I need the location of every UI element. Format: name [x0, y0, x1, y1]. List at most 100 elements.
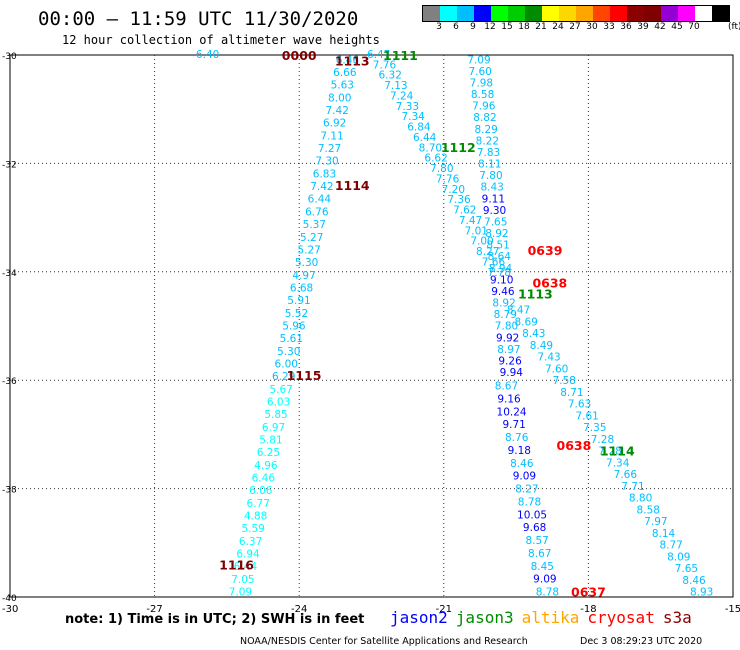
wave-height-value: 8.78 — [518, 496, 541, 508]
wave-height-value: 8.94 — [489, 263, 513, 275]
wave-height-value: 7.13 — [384, 80, 407, 92]
wave-height-value: 9.46 — [491, 286, 515, 298]
wave-height-value: 6.40 — [196, 49, 219, 61]
wave-height-value: 7.80 — [479, 170, 502, 182]
wave-height-value: 6.06 — [249, 485, 273, 497]
wave-height-value: 7.71 — [621, 481, 644, 493]
wave-height-value: 7.28 — [591, 434, 614, 446]
wave-height-value: 7.11 — [320, 130, 343, 142]
pass-time-label: 0000 — [282, 48, 317, 63]
wave-height-value: 7.66 — [614, 469, 638, 481]
wave-height-value: 8.51 — [486, 240, 509, 252]
wave-height-value: 6.83 — [313, 168, 336, 180]
legend-label: 45 — [671, 22, 683, 32]
wave-height-value: 6.92 — [323, 118, 346, 130]
legend-swatch — [423, 6, 440, 21]
wave-height-value: 7.78 — [488, 267, 511, 279]
wave-height-value: 7.76 — [436, 173, 460, 185]
wave-height-value: 5.37 — [303, 219, 326, 231]
wave-height-value: 6.46 — [252, 473, 276, 485]
wave-height-value: 5.59 — [241, 523, 264, 535]
wave-height-value: 8.27 — [476, 246, 499, 258]
page-subtitle: 12 hour collection of altimeter wave hei… — [62, 33, 380, 47]
wave-height-value: 8.46 — [510, 458, 534, 470]
legend-label: 18 — [518, 22, 530, 32]
wave-height-value: 8.82 — [473, 112, 496, 124]
wave-height-value: 9.71 — [502, 419, 525, 431]
legend-swatch — [678, 6, 695, 21]
satellite-key: jason2 jason3 altika cryosat s3a — [390, 608, 700, 627]
pass-time-label: 1116 — [219, 557, 254, 572]
wave-height-value: 5.67 — [269, 384, 292, 396]
wave-height-value: 6.68 — [290, 282, 313, 294]
wave-height-value: 7.09 — [229, 587, 252, 599]
wave-height-value: 7.27 — [318, 143, 341, 155]
wave-height-value: 6.76 — [305, 206, 329, 218]
wave-height-value: 8.43 — [480, 182, 503, 194]
y-tick-label: -36 — [2, 377, 17, 387]
wave-height-value: 5.30 — [277, 346, 300, 358]
generated-timestamp: Dec 3 08:29:23 UTC 2020 — [580, 636, 703, 647]
legend-label: 6 — [453, 22, 459, 32]
wave-height-value: 4.88 — [244, 511, 267, 523]
wave-height-value: 6.84 — [407, 122, 431, 134]
pass-time-label: 0638 — [532, 276, 567, 291]
wave-height-value: 6.94 — [236, 549, 260, 561]
legend-swatch — [491, 6, 508, 21]
x-tick-label: -24 — [291, 604, 307, 615]
wave-height-value: 8.49 — [530, 340, 553, 352]
wave-height-value: 5.27 — [297, 244, 320, 256]
legend-label: 39 — [637, 22, 649, 32]
legend-swatch — [440, 6, 457, 21]
wave-height-value: 7.65 — [484, 216, 507, 228]
wave-height-value: 8.57 — [525, 535, 548, 547]
legend-swatch — [695, 6, 712, 21]
wave-height-value: 8.71 — [560, 387, 583, 399]
legend-label: 12 — [484, 22, 496, 32]
legend-label: 9 — [470, 22, 476, 32]
wave-height-value: 7.65 — [675, 563, 698, 575]
pass-time-label: 1113 — [518, 286, 553, 301]
wave-height-value: 9.10 — [490, 274, 513, 286]
wave-height-value: 7.33 — [396, 101, 419, 113]
wave-height-value: 9.30 — [483, 205, 506, 217]
satellite-s3a: s3a — [662, 608, 692, 627]
wave-height-value: 6.44 — [308, 194, 332, 206]
wave-height-value: 8.70 — [419, 142, 442, 154]
y-tick-label: -34 — [2, 269, 17, 279]
legend-swatch — [559, 6, 576, 21]
wave-height-value: 8.97 — [497, 344, 520, 356]
wave-height-value: 6.47 — [367, 49, 390, 61]
satellite-altika: altika — [521, 608, 580, 627]
legend-swatch — [508, 6, 525, 21]
pass-time-label: 1112 — [441, 140, 476, 155]
wave-height-value: 8.29 — [474, 124, 497, 136]
corner-tick-label: -30 — [2, 604, 18, 615]
wave-height-value: 10.05 — [517, 509, 547, 521]
y-tick-label: -32 — [2, 160, 17, 170]
wave-height-value: 9.09 — [533, 574, 556, 586]
x-tick-label: -27 — [146, 604, 162, 615]
wave-height-value: 6.44 — [234, 561, 258, 573]
wave-height-value: 7.42 — [326, 105, 349, 117]
wave-height-value: 8.11 — [478, 159, 501, 171]
legend-label: 30 — [586, 22, 598, 32]
wave-height-value: 8.14 — [652, 528, 676, 540]
wave-height-value: 7.35 — [583, 422, 606, 434]
legend-label: 3 — [436, 22, 442, 32]
wave-height-value: 4.97 — [292, 270, 315, 282]
wave-height-value: 8.58 — [471, 89, 494, 101]
wave-height-value: 9.94 — [500, 367, 524, 379]
wave-height-value: 7.34 — [606, 457, 630, 469]
y-tick-label: -40 — [2, 594, 17, 604]
wave-height-value: 8.45 — [531, 561, 554, 573]
legend-swatch — [457, 6, 474, 21]
x-tick-label: -18 — [580, 604, 596, 615]
wave-height-value: 8.93 — [690, 587, 713, 599]
wave-height-value: 7.00 — [470, 236, 493, 248]
wave-height-value: 9.16 — [497, 393, 521, 405]
wave-height-value: 7.20 — [442, 184, 465, 196]
wave-height-value: 9.18 — [508, 445, 531, 457]
